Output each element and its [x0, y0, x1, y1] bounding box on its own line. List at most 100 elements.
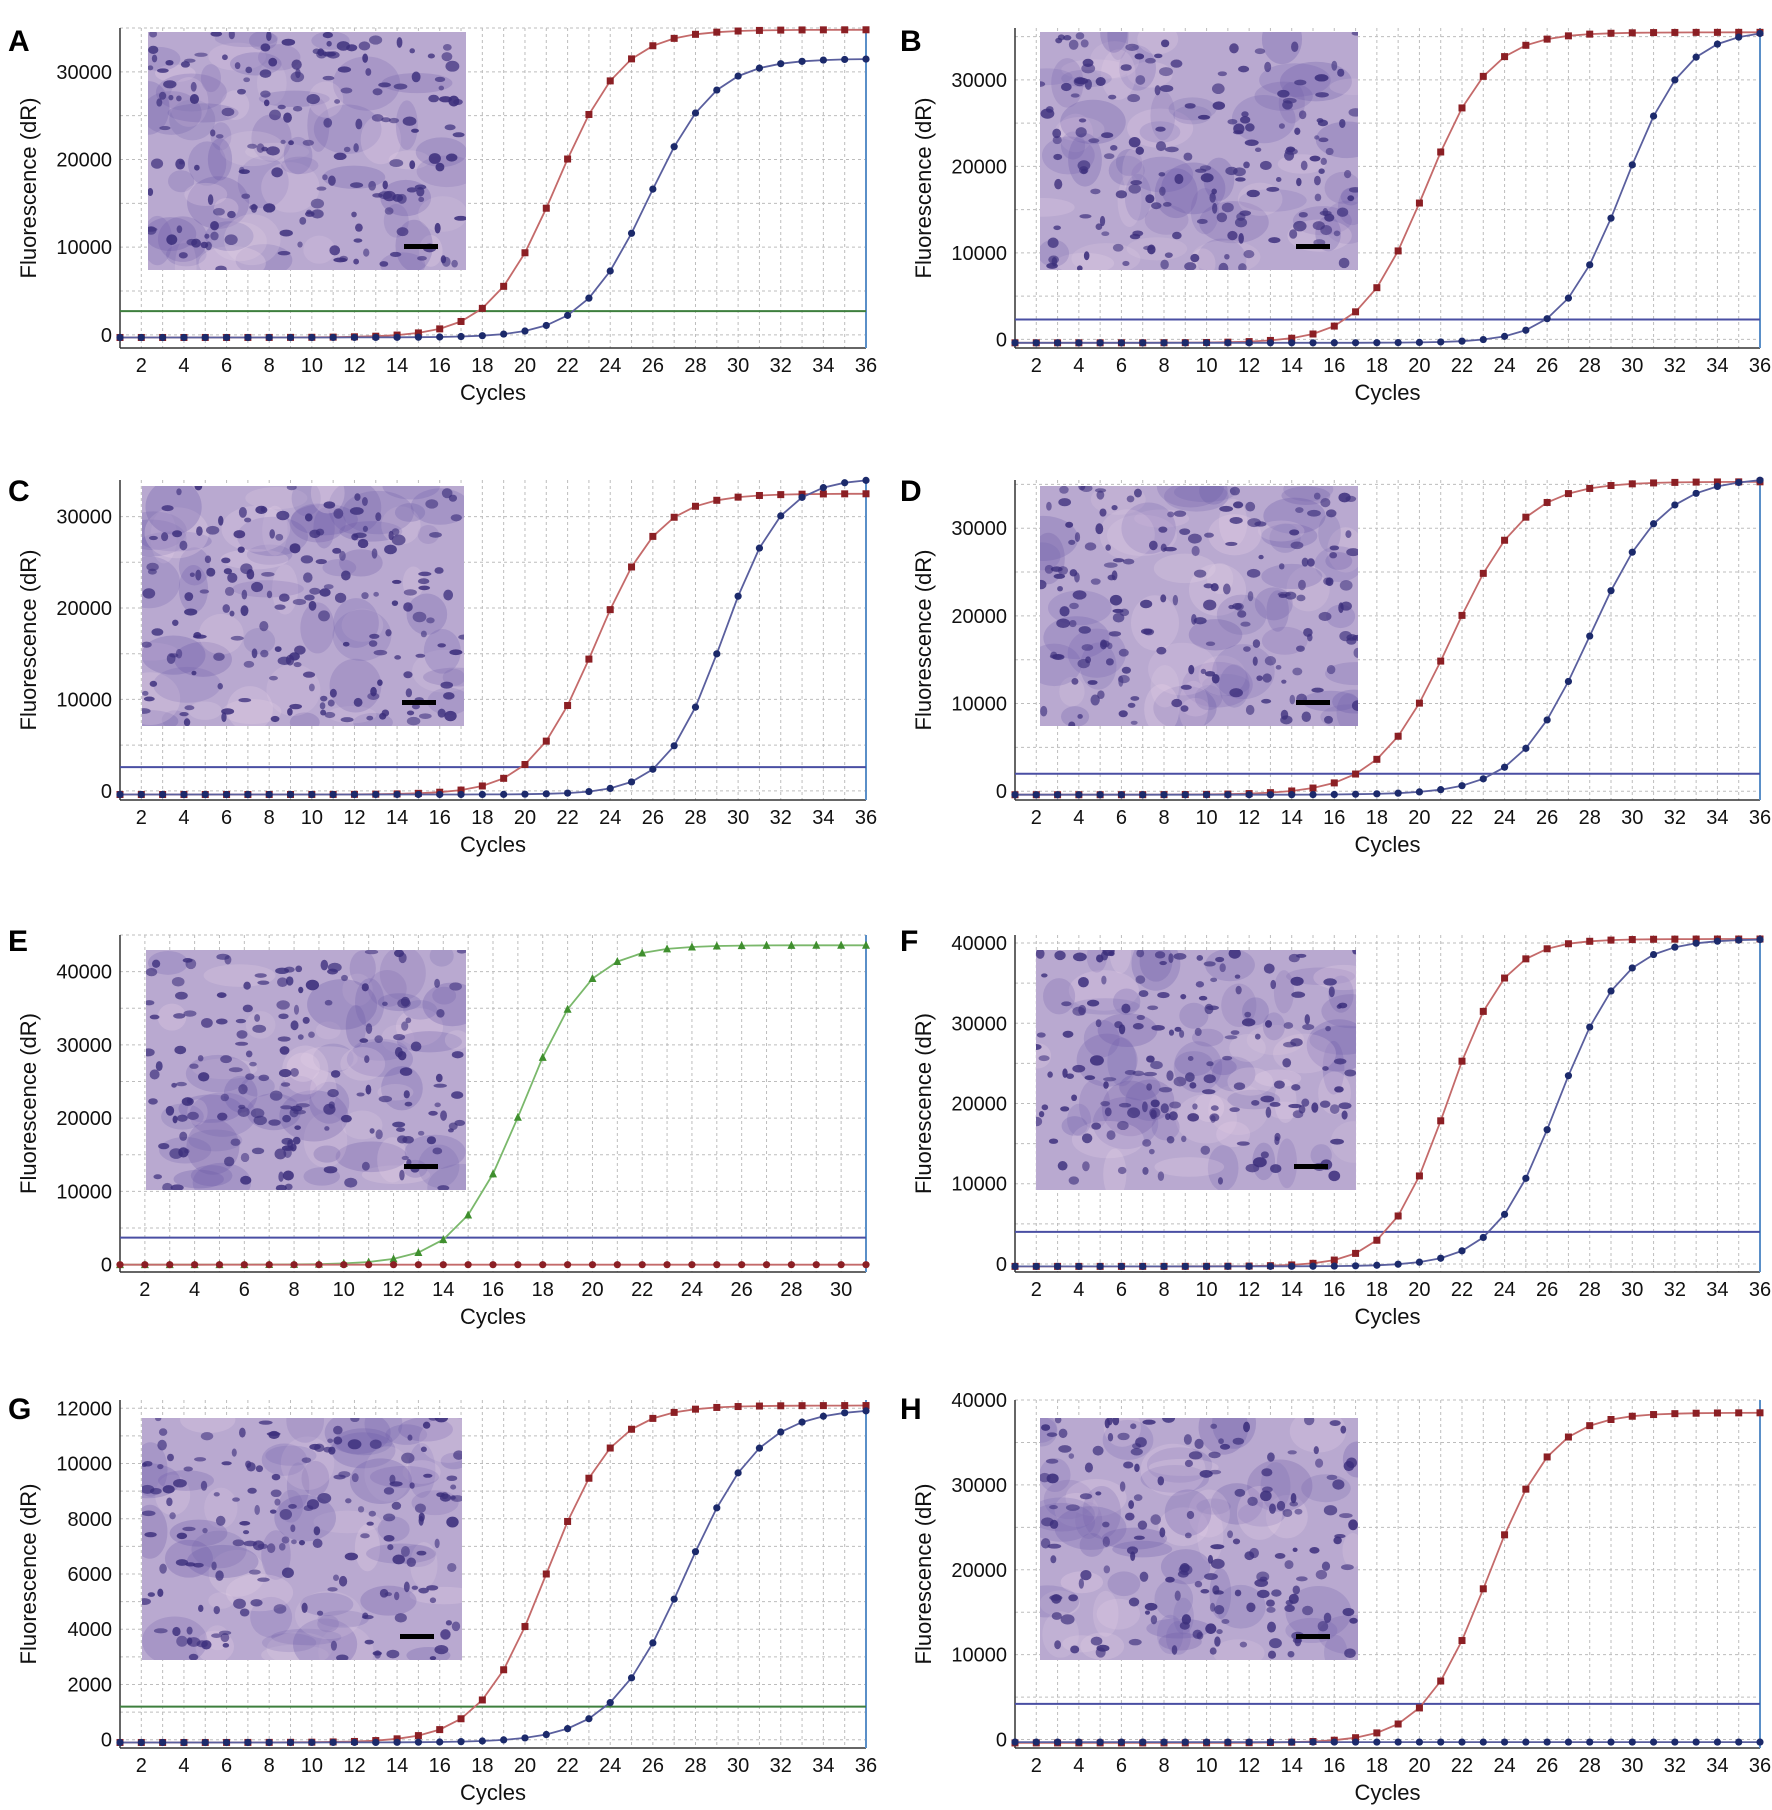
- tissue-blob: [412, 649, 464, 693]
- cell-nucleus: [1317, 119, 1329, 127]
- tissue-blob: [261, 1644, 329, 1660]
- cell-nucleus: [1068, 1176, 1080, 1185]
- tissue-blob: [1068, 133, 1102, 187]
- data-point-blue: [244, 333, 252, 342]
- data-point-red: [1415, 1172, 1423, 1180]
- x-tick-label: 16: [1323, 1755, 1345, 1777]
- cell-nucleus: [1264, 1020, 1273, 1028]
- x-tick-label: 4: [1073, 1279, 1084, 1301]
- cell-nucleus: [1331, 60, 1338, 71]
- data-point-blue: [841, 479, 849, 487]
- data-point-red: [414, 1732, 422, 1740]
- data-point-blue: [1266, 1262, 1275, 1270]
- tissue-blob: [1276, 1138, 1298, 1189]
- data-point-blue: [500, 1736, 508, 1744]
- cell-nucleus: [142, 690, 149, 696]
- x-tick-label: 6: [221, 355, 232, 377]
- data-point-red: [1713, 1409, 1721, 1417]
- cell-nucleus: [428, 94, 440, 103]
- cell-nucleus: [1072, 590, 1087, 600]
- cell-nucleus: [1107, 1418, 1113, 1426]
- cell-nucleus: [295, 1103, 310, 1108]
- cell-nucleus: [1053, 225, 1061, 231]
- cell-nucleus: [142, 1510, 156, 1517]
- cell-nucleus: [1221, 1618, 1230, 1625]
- data-point-blue: [1245, 1262, 1253, 1270]
- histology-inset: [1040, 32, 1358, 270]
- cell-nucleus: [268, 1119, 281, 1126]
- tissue-blob: [223, 214, 281, 266]
- data-point-blue: [1522, 1174, 1530, 1182]
- data-point-blue: [713, 1504, 721, 1512]
- cell-nucleus: [1205, 1623, 1217, 1634]
- data-point-red: [542, 1570, 550, 1578]
- data-point-blue: [180, 1738, 188, 1747]
- data-point-blue: [606, 1699, 614, 1707]
- cell-nucleus: [1100, 1101, 1111, 1107]
- cell-nucleus: [308, 600, 317, 611]
- data-point-blue: [1139, 1262, 1147, 1270]
- cell-nucleus: [418, 713, 432, 719]
- data-point-red: [755, 1402, 763, 1410]
- data-point-blue: [329, 790, 337, 799]
- x-tick-label: 10: [1195, 1755, 1217, 1777]
- cell-nucleus: [294, 1125, 301, 1130]
- cell-nucleus: [1036, 1032, 1046, 1038]
- cell-nucleus: [252, 1024, 267, 1033]
- cell-nucleus: [281, 1536, 290, 1544]
- cell-nucleus: [1269, 1638, 1282, 1649]
- data-point-blue: [585, 294, 593, 302]
- data-point-red: [1628, 1412, 1636, 1420]
- tissue-blob: [261, 1443, 308, 1476]
- data-point-red: [1330, 779, 1338, 787]
- y-tick-label: 30000: [951, 1475, 1007, 1497]
- data-point-red: [500, 282, 508, 290]
- data-point-blue: [1479, 775, 1487, 783]
- cell-nucleus: [1210, 1423, 1218, 1429]
- cell-nucleus: [1233, 123, 1245, 134]
- x-tick-label: 32: [1664, 807, 1686, 829]
- cell-nucleus: [201, 1017, 213, 1028]
- cell-nucleus: [301, 1602, 308, 1614]
- x-tick-label: 6: [1116, 1755, 1127, 1777]
- cell-nucleus: [1142, 1419, 1156, 1425]
- tissue-blob: [1082, 1486, 1121, 1539]
- tissue-blob: [1109, 950, 1132, 974]
- cell-nucleus: [372, 88, 383, 96]
- cell-nucleus: [281, 1567, 294, 1578]
- tissue-blob: [417, 525, 439, 545]
- cell-nucleus: [1210, 977, 1218, 983]
- data-point-blue: [1458, 1738, 1466, 1746]
- data-point-blue: [1607, 987, 1615, 995]
- cell-nucleus: [1321, 1561, 1331, 1571]
- x-tick-label: 30: [1621, 355, 1643, 377]
- cell-nucleus: [364, 1055, 370, 1063]
- tissue-blob: [1189, 248, 1216, 270]
- cell-nucleus: [1158, 526, 1168, 533]
- cell-nucleus: [210, 231, 219, 241]
- cell-nucleus: [1040, 1472, 1051, 1483]
- tissue-blob: [153, 666, 221, 703]
- cell-nucleus: [1190, 253, 1200, 263]
- cell-nucleus: [235, 1018, 247, 1024]
- tissue-blob: [416, 155, 466, 188]
- data-point-green: [638, 948, 647, 957]
- cell-nucleus: [364, 950, 379, 955]
- cell-nucleus: [1095, 77, 1106, 86]
- data-point-red: [1713, 28, 1721, 36]
- cell-nucleus: [1086, 999, 1100, 1007]
- cell-nucleus: [340, 717, 354, 723]
- data-point-blue: [1117, 791, 1126, 799]
- tissue-blob: [1332, 689, 1358, 714]
- cell-nucleus: [1187, 1113, 1200, 1122]
- cell-nucleus: [178, 252, 188, 259]
- data-point-red: [500, 774, 508, 782]
- cell-nucleus: [1294, 1508, 1303, 1515]
- cell-nucleus: [222, 604, 230, 613]
- tissue-blob: [366, 1543, 437, 1564]
- data-point-blue: [329, 1738, 337, 1747]
- tissue-blob: [1158, 1632, 1202, 1651]
- cell-nucleus: [349, 507, 364, 515]
- panel-d: D2 4 6 8 10 12 14 16 18 20 22 24 26 28 30 32 34 360100002…: [900, 475, 1771, 857]
- data-point-blue: [1053, 1262, 1062, 1270]
